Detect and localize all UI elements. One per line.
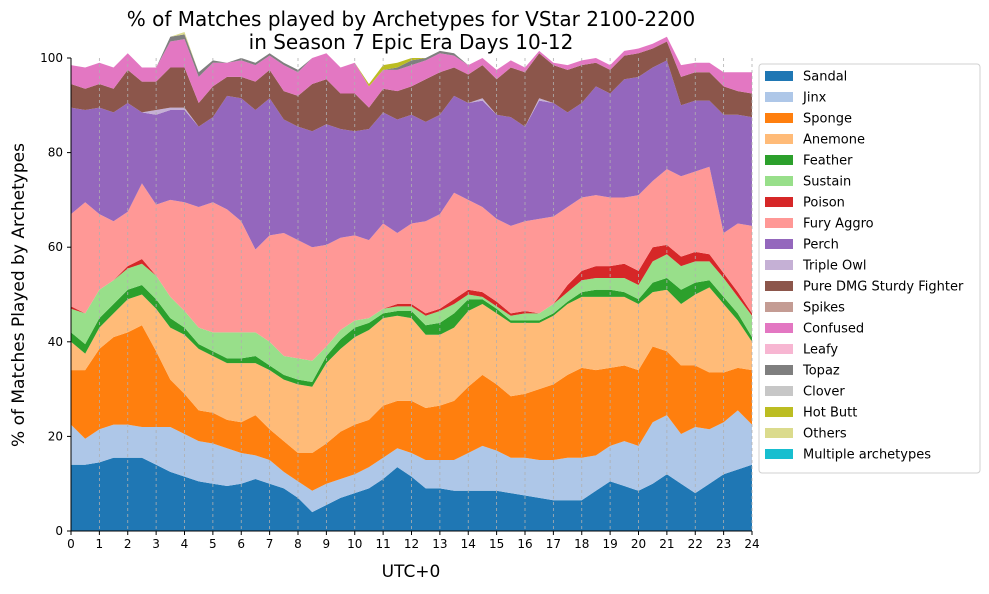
legend-swatch-others	[765, 428, 793, 438]
area-poison	[71, 244, 752, 361]
area-sandal	[71, 457, 752, 531]
x-tick-label: 20	[631, 537, 646, 551]
x-tick-label: 1	[96, 537, 104, 551]
legend-swatch-anemone	[765, 134, 793, 144]
x-tick-label: 3	[152, 537, 160, 551]
legend-label-triple-owl: Triple Owl	[802, 259, 866, 274]
x-tick-label: 6	[237, 537, 245, 551]
x-tick-label: 21	[659, 537, 674, 551]
x-tick-label: 2	[124, 537, 132, 551]
y-tick-label: 0	[55, 524, 63, 538]
legend-label-clover: Clover	[803, 385, 845, 400]
legend-label-leafy: Leafy	[803, 343, 838, 358]
legend-swatch-triple-owl	[765, 260, 793, 270]
legend-frame	[758, 63, 981, 474]
legend-swatch-topaz	[765, 365, 793, 375]
legend-label-jinx: Jinx	[802, 91, 827, 106]
y-axis-label: % of Matches Played by Archetypes	[9, 143, 29, 447]
x-tick-label: 17	[546, 537, 561, 551]
legend-swatch-perch	[765, 239, 793, 249]
x-tick-label: 19	[602, 537, 617, 551]
legend-swatch-jinx	[765, 92, 793, 102]
legend-swatch-feather	[765, 155, 793, 165]
x-tick-label: 11	[375, 537, 390, 551]
legend-label-multiple-archetypes: Multiple archetypes	[803, 448, 931, 463]
y-tick-label: 20	[48, 429, 63, 443]
legend-label-poison: Poison	[803, 196, 845, 211]
legend-label-pure-dmg-sturdy-fighter: Pure DMG Sturdy Fighter	[803, 280, 964, 295]
x-tick-label: 8	[294, 537, 302, 551]
x-tick-label: 12	[404, 537, 419, 551]
x-tick-label: 7	[266, 537, 274, 551]
chart-title-line-2: in Season 7 Epic Era Days 10-12	[249, 30, 574, 54]
x-tick-label: 15	[489, 537, 504, 551]
legend: Sandal Jinx Sponge Anemone Feather Sustain Poi…	[758, 63, 981, 474]
x-axis-label: UTC+0	[382, 562, 441, 582]
x-tick-label: 23	[716, 537, 731, 551]
legend-label-spikes: Spikes	[803, 301, 845, 316]
legend-label-perch: Perch	[803, 238, 839, 253]
axes: 0 1 2 3 4 5 6 7 8 9 10 11 12 13 14 15 16 17 18 19 20 21 22 23 24…	[40, 51, 760, 551]
legend-swatch-sandal	[765, 71, 793, 81]
grid-lines	[70, 58, 753, 531]
legend-swatch-leafy	[765, 344, 793, 354]
legend-label-fury-aggro: Fury Aggro	[803, 217, 874, 232]
legend-label-hot-butt: Hot Butt	[803, 406, 857, 421]
x-tick-label: 18	[574, 537, 589, 551]
y-tick-label: 40	[48, 335, 63, 349]
area-pure-dmg-sturdy-fighter	[71, 41, 752, 132]
legend-label-sponge: Sponge	[803, 112, 852, 127]
legend-label-feather: Feather	[803, 154, 853, 169]
legend-swatch-sponge	[765, 113, 793, 123]
y-tick-label: 60	[48, 240, 63, 254]
x-tick-label: 16	[517, 537, 532, 551]
x-tick-label: 5	[209, 537, 217, 551]
legend-label-topaz: Topaz	[802, 364, 840, 379]
x-tick-label: 24	[744, 537, 759, 551]
y-tick-label: 80	[48, 146, 63, 160]
x-tick-label: 22	[688, 537, 703, 551]
x-tick-label: 4	[181, 537, 189, 551]
legend-swatch-fury-aggro	[765, 218, 793, 228]
x-tick-label: 0	[67, 537, 75, 551]
legend-label-confused: Confused	[803, 322, 864, 337]
legend-swatch-confused	[765, 323, 793, 333]
x-tick-label: 13	[432, 537, 447, 551]
legend-swatch-clover	[765, 386, 793, 396]
legend-swatch-pure-dmg-sturdy-fighter	[765, 281, 793, 291]
x-tick-label: 14	[461, 537, 476, 551]
legend-swatch-hot-butt	[765, 407, 793, 417]
chart-title-line-1: % of Matches played by Archetypes for VS…	[127, 7, 696, 31]
legend-label-sandal: Sandal	[803, 70, 847, 85]
legend-label-sustain: Sustain	[803, 175, 851, 190]
legend-swatch-sustain	[765, 176, 793, 186]
legend-swatch-poison	[765, 197, 793, 207]
x-tick-label: 10	[347, 537, 362, 551]
legend-label-others: Others	[803, 427, 847, 442]
x-tick-label: 9	[323, 537, 331, 551]
legend-swatch-multiple-archetypes	[765, 449, 793, 459]
y-tick-label: 100	[40, 51, 63, 65]
legend-swatch-spikes	[765, 302, 793, 312]
legend-label-anemone: Anemone	[803, 133, 865, 148]
